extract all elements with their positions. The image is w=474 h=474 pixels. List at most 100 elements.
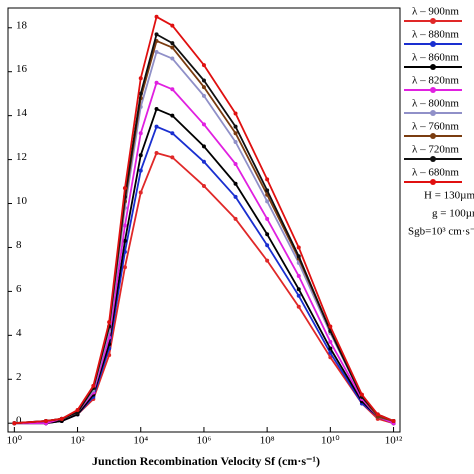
- series-marker: [154, 107, 159, 112]
- series-line: [14, 15, 394, 425]
- series-marker: [328, 355, 333, 360]
- series-marker: [296, 274, 301, 279]
- series-marker: [91, 383, 96, 388]
- series-marker: [201, 159, 206, 164]
- series-marker: [296, 287, 301, 292]
- series-marker: [122, 265, 127, 270]
- series-marker: [233, 131, 238, 136]
- series-marker: [170, 45, 175, 50]
- legend-label: λ – 820nm: [412, 75, 459, 87]
- legend-marker: [430, 64, 436, 70]
- legend-label: λ – 900nm: [412, 6, 459, 18]
- y-tick-label: 16: [16, 63, 28, 75]
- series-marker: [154, 49, 159, 54]
- legend-marker: [430, 179, 436, 185]
- series-marker: [233, 161, 238, 166]
- y-tick-label: 10: [16, 195, 28, 207]
- series-marker: [201, 63, 206, 68]
- y-tick-label: 2: [16, 371, 22, 383]
- series-marker: [154, 32, 159, 37]
- series-marker: [201, 144, 206, 149]
- series-marker: [138, 153, 143, 158]
- series-marker: [154, 150, 159, 155]
- series-marker: [122, 223, 127, 228]
- y-tick-label: 14: [16, 107, 28, 119]
- plot-frame: [7, 7, 401, 433]
- series-marker: [265, 216, 270, 221]
- series-marker: [296, 254, 301, 259]
- x-tick-label: 10¹⁰: [321, 435, 340, 447]
- series-marker: [296, 304, 301, 309]
- series-marker: [296, 293, 301, 298]
- series-marker: [265, 188, 270, 193]
- series-marker: [328, 339, 333, 344]
- annotation: H = 130µm: [424, 190, 474, 202]
- annotation: g = 100µm: [432, 208, 474, 220]
- y-tick-label: 12: [16, 151, 27, 163]
- series-marker: [375, 412, 380, 417]
- x-tick-label: 10⁰: [7, 435, 23, 447]
- legend-label: λ – 800nm: [412, 98, 459, 110]
- series-marker: [391, 419, 396, 424]
- series-marker: [154, 80, 159, 85]
- x-axis-label: Junction Recombination Velocity Sf (cm·s…: [92, 454, 320, 468]
- series-marker: [138, 168, 143, 173]
- x-tick-label: 10¹²: [385, 435, 403, 447]
- series-marker: [170, 131, 175, 136]
- series-line: [14, 81, 394, 425]
- series-marker: [170, 87, 175, 92]
- series-marker: [107, 320, 112, 325]
- legend-marker: [430, 110, 436, 116]
- series-marker: [359, 392, 364, 397]
- annotation: Sgb=10³ cm·s⁻¹: [408, 226, 474, 238]
- series-marker: [265, 243, 270, 248]
- series-marker: [138, 91, 143, 96]
- series-marker: [170, 113, 175, 118]
- series-marker: [122, 186, 127, 191]
- x-tick-label: 10²: [70, 435, 85, 447]
- series-line: [14, 33, 394, 425]
- series-marker: [138, 190, 143, 195]
- series-marker: [122, 238, 127, 243]
- series-marker: [170, 23, 175, 28]
- series-marker: [201, 122, 206, 127]
- series-marker: [233, 194, 238, 199]
- series-marker: [233, 140, 238, 145]
- series-marker: [201, 93, 206, 98]
- series-line: [14, 108, 394, 425]
- legend-marker: [430, 18, 436, 24]
- series-marker: [233, 111, 238, 116]
- series-marker: [59, 416, 64, 421]
- legend-label: λ – 860nm: [412, 52, 459, 64]
- y-tick-label: 8: [16, 239, 22, 251]
- series-marker: [75, 408, 80, 413]
- series-marker: [201, 85, 206, 90]
- x-tick-label: 10⁸: [260, 435, 275, 447]
- series-marker: [201, 78, 206, 83]
- series-marker: [138, 131, 143, 136]
- series-line: [14, 152, 394, 425]
- series-marker: [265, 258, 270, 263]
- legend-label: λ – 720nm: [412, 144, 459, 156]
- series-marker: [296, 245, 301, 250]
- legend-marker: [430, 133, 436, 139]
- y-tick-label: 4: [16, 327, 22, 339]
- series-marker: [170, 56, 175, 61]
- legend-marker: [430, 156, 436, 162]
- series-marker: [12, 421, 17, 426]
- y-tick-label: 0: [16, 415, 22, 427]
- y-tick-label: 6: [16, 283, 22, 295]
- legend-label: λ – 880nm: [412, 29, 459, 41]
- series-marker: [43, 419, 48, 424]
- series-marker: [154, 124, 159, 129]
- series-line: [14, 125, 394, 425]
- y-tick-label: 18: [16, 19, 28, 31]
- series-marker: [170, 155, 175, 160]
- legend-label: λ – 760nm: [412, 121, 459, 133]
- series-marker: [265, 177, 270, 182]
- series-marker: [233, 124, 238, 129]
- series-marker: [170, 41, 175, 46]
- legend-label: λ – 680nm: [412, 167, 459, 179]
- legend-marker: [430, 87, 436, 93]
